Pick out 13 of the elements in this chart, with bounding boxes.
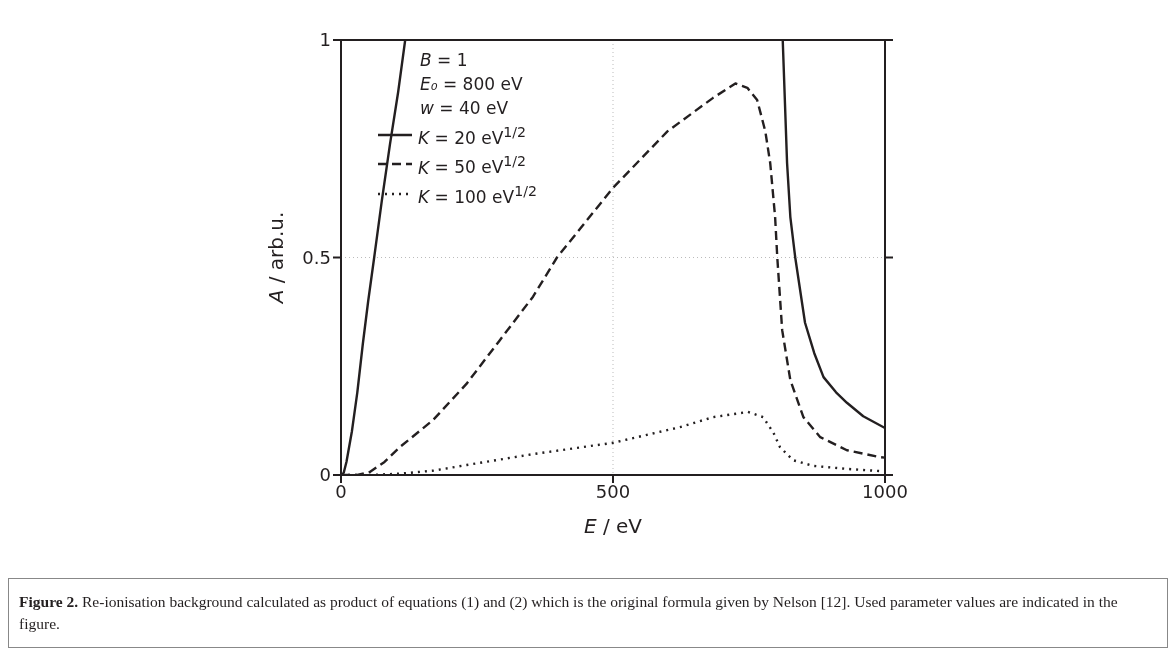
legend-label: K = 50 eV$^{1/2}$ xyxy=(418,153,527,178)
legend-label: K = 100 eV$^{1/2}$ xyxy=(418,183,537,207)
y-axis-title: A / arb.u. xyxy=(264,211,288,306)
y-tick-label: 1 xyxy=(319,29,331,51)
y-tick-label: 0 xyxy=(319,464,331,486)
x-axis-title: E / eV xyxy=(583,514,643,538)
text: Figure 2. Re-ionisation background calculated as product of equations (1) and (2) which is the original formula given by Nelson [12]. Used parameter values are indicated in the figure. xyxy=(19,593,1118,632)
x-tick-label: 500 xyxy=(595,480,631,502)
x-tick-label: 1000 xyxy=(862,480,908,502)
x-tick-label: 0 xyxy=(335,480,347,502)
legend-title: B = 1 E₀ = 800 eV w = 40 eV xyxy=(420,50,523,118)
legend-label: K = 20 eV$^{1/2}$ xyxy=(418,124,527,148)
y-tick-label: 0.5 xyxy=(302,246,331,268)
